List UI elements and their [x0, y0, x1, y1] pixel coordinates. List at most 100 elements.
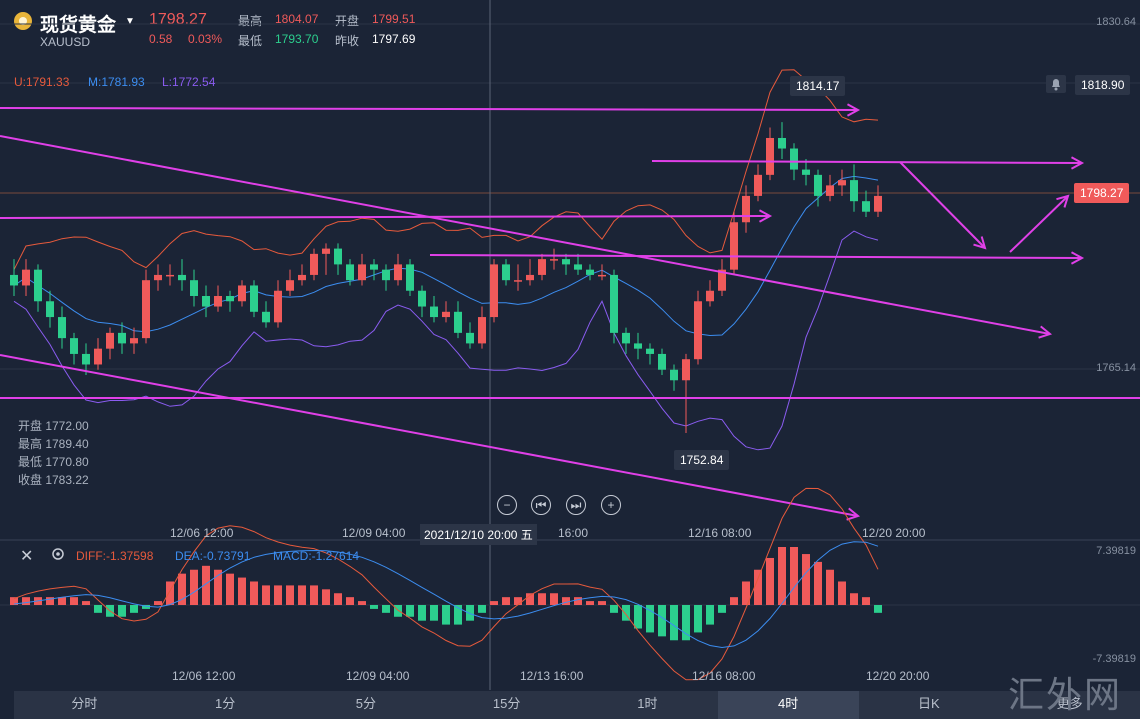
- ohlc-close: 收盘 1783.22: [18, 473, 89, 487]
- zoom-out-button[interactable]: −: [497, 495, 517, 515]
- macd-diff-label: DIFF:-1.37598: [76, 549, 154, 563]
- macd-bar: [166, 581, 174, 605]
- candle-body: [178, 274, 186, 281]
- step-forward-button[interactable]: ⏭: [566, 495, 586, 515]
- macd-bar: [370, 605, 378, 609]
- zoom-in-button[interactable]: +: [601, 495, 621, 515]
- middle-band-line: [13, 175, 879, 337]
- macd-bar: [418, 605, 426, 621]
- macd-bar: [514, 597, 522, 605]
- prev-close-value: 1797.69: [372, 32, 416, 46]
- candle-body: [658, 353, 666, 370]
- trend-arrowhead: [1038, 325, 1053, 339]
- macd-bar: [454, 605, 462, 625]
- candle-body: [334, 248, 342, 265]
- price-change-pct: 0.03%: [188, 32, 223, 46]
- candle-body: [706, 290, 714, 302]
- tab-more[interactable]: 更多: [1056, 696, 1083, 711]
- alert-price-tag[interactable]: 1818.90: [1075, 75, 1131, 95]
- tab-4h[interactable]: 4时: [717, 691, 859, 719]
- trend-arrowhead: [758, 209, 773, 223]
- macd-bar: [562, 597, 570, 605]
- macd-bar: [442, 605, 450, 625]
- macd-bar: [502, 597, 510, 605]
- time-tick: 16:00: [558, 526, 589, 540]
- tab-daily[interactable]: 日K: [918, 696, 940, 711]
- macd-bar: [382, 605, 390, 613]
- macd-bar: [58, 597, 66, 605]
- candle-body: [226, 295, 234, 302]
- macd-bar: [94, 605, 102, 613]
- bell-icon[interactable]: [1046, 75, 1066, 93]
- candle-body: [394, 264, 402, 281]
- macd-time-tick: 12/06 12:00: [172, 669, 236, 683]
- step-back-button[interactable]: ⏮: [531, 495, 551, 515]
- candle-body: [310, 253, 318, 275]
- chevron-down-icon[interactable]: ▼: [125, 16, 135, 27]
- candle-body: [322, 248, 330, 254]
- macd-bar: [118, 605, 126, 617]
- trend-line: [651, 160, 1083, 164]
- candle-body: [70, 338, 78, 354]
- crosshair-time-label: 2021/12/10 20:00 五: [420, 524, 537, 545]
- trend-line: [0, 107, 859, 111]
- tab-1h[interactable]: 1时: [637, 696, 658, 711]
- trend-arrowhead: [846, 507, 861, 521]
- tab-15m[interactable]: 15分: [492, 696, 521, 711]
- candle-body: [106, 332, 114, 349]
- candle-body: [202, 295, 210, 307]
- trend-arrowhead: [1056, 194, 1070, 208]
- macd-bar: [466, 605, 474, 621]
- instrument-title[interactable]: 现货黄金: [40, 15, 117, 36]
- macd-bar: [646, 605, 654, 633]
- candle-body: [286, 280, 294, 291]
- candle-body: [622, 332, 630, 344]
- macd-bar: [394, 605, 402, 617]
- macd-bar: [298, 585, 306, 605]
- close-macd-icon[interactable]: ✕: [20, 548, 34, 565]
- candle-body: [46, 301, 54, 318]
- macd-bar: [226, 573, 234, 605]
- candle-body: [670, 369, 678, 381]
- candle-body: [742, 195, 750, 223]
- macd-bar: [766, 557, 774, 605]
- upper-band-line: [13, 69, 879, 270]
- candle-body: [586, 269, 594, 275]
- macd-bar: [346, 597, 354, 605]
- macd-bar: [142, 605, 150, 609]
- candle-body: [190, 280, 198, 296]
- upper-band-label: U:1791.33: [14, 75, 70, 89]
- macd-bar: [334, 593, 342, 605]
- macd-bar: [478, 605, 486, 613]
- macd-bar: [10, 597, 18, 605]
- trend-line: [429, 254, 1083, 259]
- candle-body: [526, 274, 534, 281]
- candle-body: [730, 222, 738, 270]
- middle-band-label: M:1781.93: [88, 75, 145, 89]
- tab-1m[interactable]: 1分: [215, 696, 236, 711]
- tab-timeshare[interactable]: 分时: [71, 696, 98, 711]
- macd-dea-label: DEA:-0.73791: [175, 549, 251, 563]
- high-value: 1804.07: [275, 12, 319, 26]
- candle-body: [142, 280, 150, 339]
- candle-body: [874, 195, 882, 212]
- macd-bar: [46, 597, 54, 605]
- macd-bar: [850, 593, 858, 605]
- tab-5m[interactable]: 5分: [355, 696, 376, 711]
- macd-bar: [658, 605, 666, 637]
- macd-bar: [202, 565, 210, 605]
- price-change: 0.58: [149, 32, 173, 46]
- instrument-symbol: XAUUSD: [40, 35, 91, 49]
- macd-bar: [682, 605, 690, 641]
- macd-bar: [430, 605, 438, 621]
- candle-body: [682, 359, 690, 381]
- macd-bar: [82, 601, 90, 605]
- macd-bar: [838, 581, 846, 605]
- settings-icon[interactable]: [50, 546, 66, 567]
- macd-bar: [622, 605, 630, 621]
- time-tick: 12/09 04:00: [342, 526, 406, 540]
- macd-bar: [670, 605, 678, 641]
- candle-body: [430, 306, 438, 318]
- current-price-tag: 1798.27: [1074, 183, 1130, 203]
